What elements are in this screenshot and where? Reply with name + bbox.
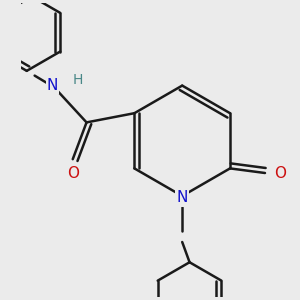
Text: N: N [47, 78, 58, 93]
Text: O: O [274, 166, 286, 181]
Text: O: O [67, 167, 79, 182]
Text: H: H [72, 73, 82, 87]
Text: N: N [176, 190, 188, 205]
